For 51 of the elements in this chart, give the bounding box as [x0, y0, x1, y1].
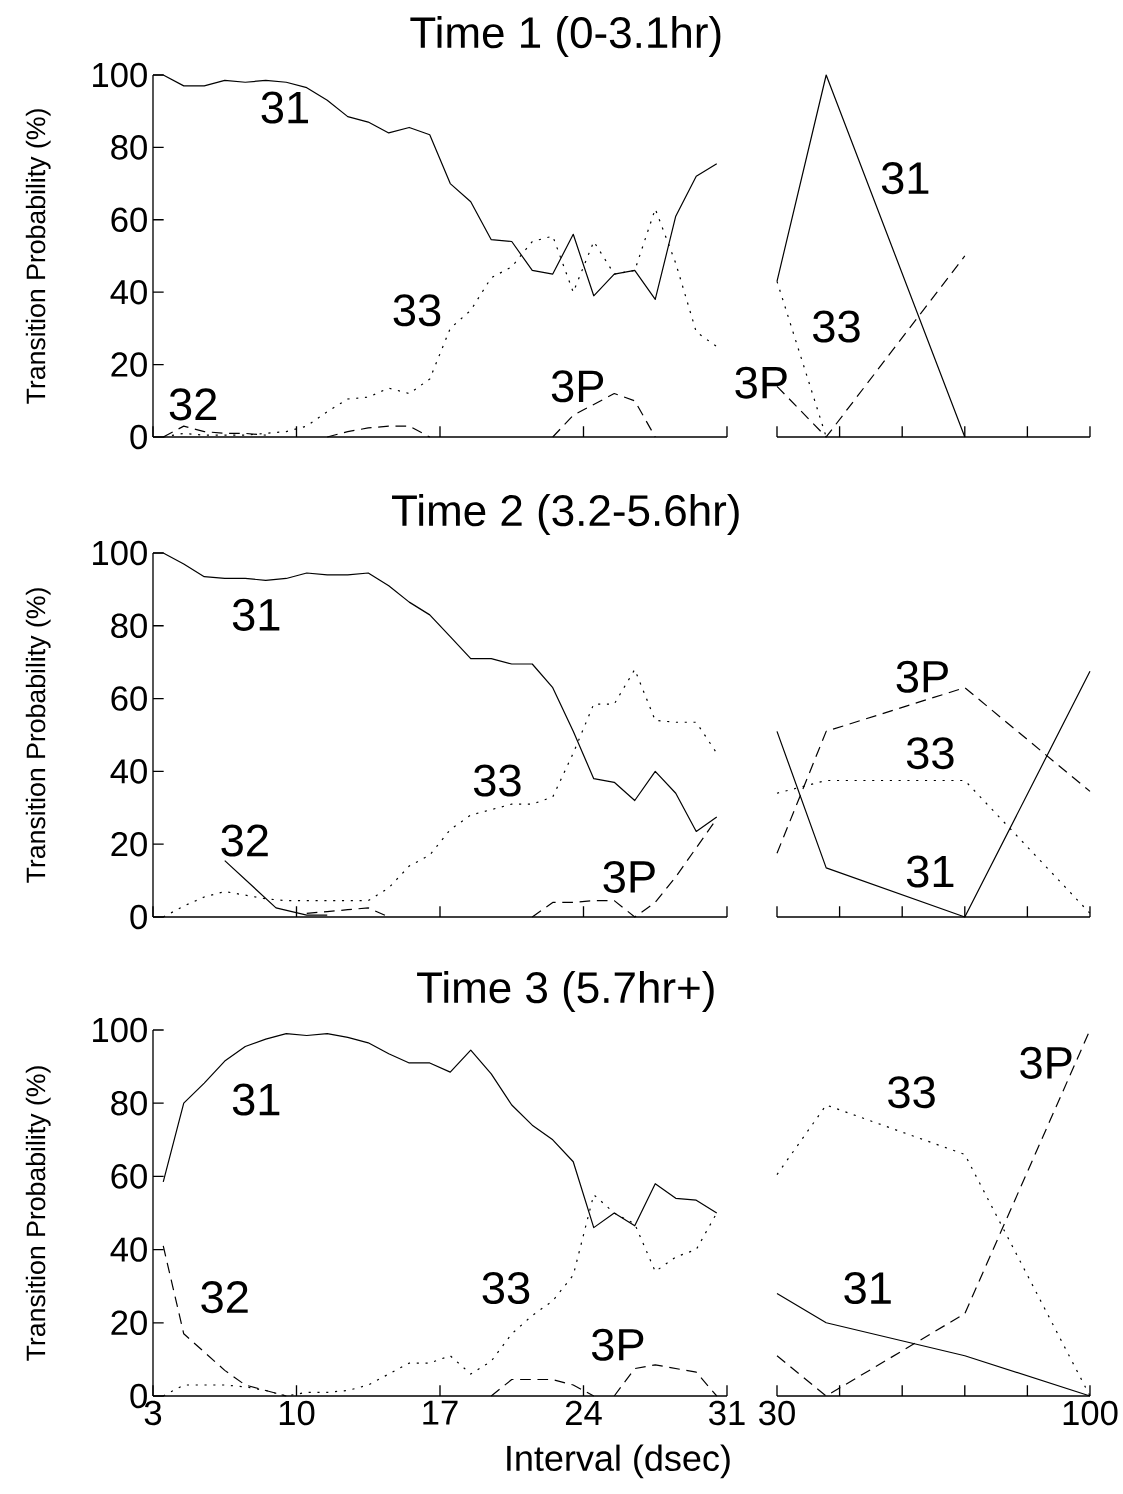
series-label: 33	[812, 310, 860, 343]
y-tick-label: 80	[111, 1090, 147, 1116]
series-label: 33	[888, 1076, 935, 1109]
series-label: 33	[473, 764, 521, 797]
y-tick-label: 80	[111, 613, 147, 639]
x-axis-title: Interval (dsec)	[507, 1444, 730, 1479]
y-tick-label: 20	[111, 1310, 147, 1336]
y-tick-label: 40	[110, 279, 147, 305]
series-label: 31	[232, 1083, 280, 1116]
series-label: 32	[221, 824, 268, 857]
x-tick-label: 30	[759, 1400, 795, 1426]
series-label: 3P	[551, 370, 604, 403]
y-tick-label: 60	[111, 1164, 147, 1189]
chart-title: Time 3 (5.7hr+)	[417, 970, 714, 1012]
chart-title: Time 1 (0-3.1hr)	[410, 15, 721, 57]
y-tick-label: 100	[93, 540, 147, 566]
series-label: 33	[906, 737, 954, 770]
series-label: 32	[201, 1281, 248, 1314]
x-tick-label: 31	[709, 1400, 745, 1426]
series-label: 33	[482, 1271, 530, 1305]
series-label: 3P	[603, 860, 655, 893]
y-axis-title: Transition Probability (%)	[25, 1066, 51, 1361]
y-tick-label: 40	[110, 759, 147, 784]
y-tick-label: 20	[111, 831, 147, 857]
series-label: 31	[261, 91, 309, 124]
y-tick-label: 20	[111, 352, 147, 377]
y-tick-label: 0	[130, 904, 147, 930]
series-label: 31	[232, 598, 280, 631]
y-tick-label: 40	[110, 1237, 147, 1262]
y-tick-label: 100	[93, 62, 147, 88]
series-label: 3P	[591, 1328, 644, 1361]
y-tick-label: 0	[130, 424, 147, 450]
series-label: 31	[881, 162, 929, 195]
x-tick-label: 100	[1063, 1400, 1118, 1426]
x-tick-label: 24	[565, 1400, 602, 1425]
series-label: 3P	[1020, 1046, 1072, 1079]
x-tick-label: 10	[279, 1400, 315, 1426]
y-axis-title: Transition Probability (%)	[25, 588, 51, 883]
series-label: 31	[906, 855, 954, 888]
y-tick-label: 100	[93, 1017, 147, 1043]
series-label: 33	[393, 294, 441, 327]
series-label: 31	[844, 1271, 891, 1305]
y-axis-title: Transition Probability (%)	[25, 109, 51, 404]
series-label: 32	[169, 388, 217, 421]
chart-title: Time 2 (3.2-5.6hr)	[392, 493, 739, 535]
series-label: 3P	[735, 366, 787, 399]
y-tick-label: 60	[111, 686, 147, 711]
y-tick-label: 60	[111, 207, 147, 233]
series-label: 3P	[896, 660, 948, 693]
x-tick-label: 17	[423, 1400, 458, 1425]
y-tick-label: 80	[111, 135, 147, 160]
